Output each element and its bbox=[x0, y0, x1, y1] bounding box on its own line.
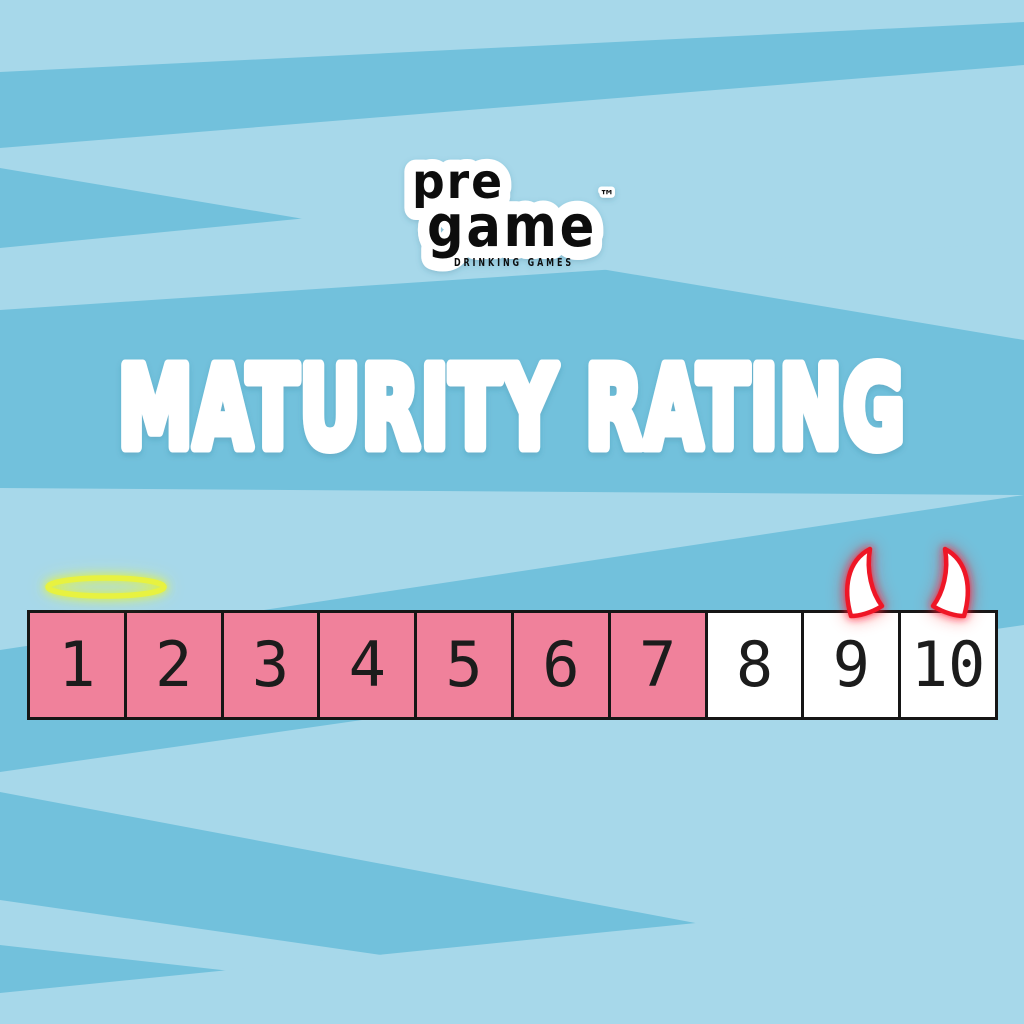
rating-cell[interactable]: 8 bbox=[707, 613, 805, 717]
rating-cell[interactable]: 1 bbox=[30, 613, 127, 717]
rating-cell[interactable]: 10 bbox=[901, 613, 995, 717]
background-stripe bbox=[0, 0, 1024, 72]
rating-cell[interactable]: 4 bbox=[320, 613, 418, 717]
rating-cell[interactable]: 2 bbox=[126, 613, 224, 717]
rating-cell[interactable]: 7 bbox=[610, 613, 708, 717]
rating-cell[interactable]: 3 bbox=[223, 613, 321, 717]
rating-cell[interactable]: 6 bbox=[513, 613, 611, 717]
rating-scale: 1 2 3 4 5 6 7 8 9 10 bbox=[27, 610, 998, 720]
background-stripe bbox=[0, 890, 1024, 1024]
background-stripe bbox=[0, 488, 1024, 650]
rating-cell[interactable]: 5 bbox=[417, 613, 514, 717]
background-stripe bbox=[0, 148, 1024, 310]
rating-cell[interactable]: 9 bbox=[804, 613, 902, 717]
